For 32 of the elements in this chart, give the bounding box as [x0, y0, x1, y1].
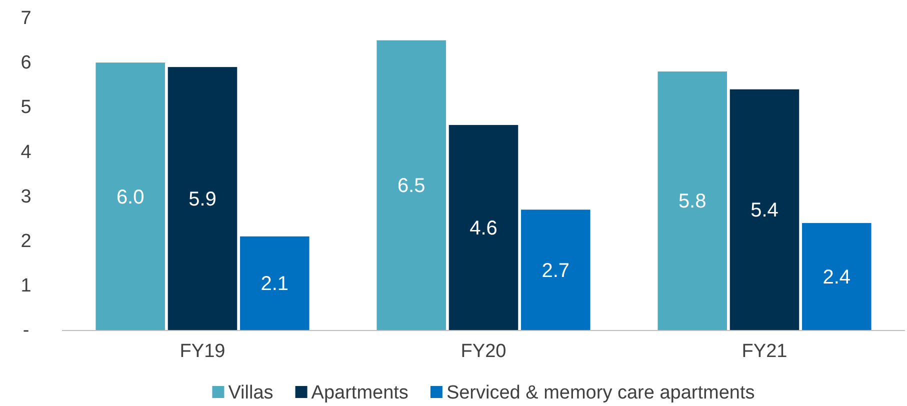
legend-label: Villas: [228, 382, 274, 404]
x-tick-label: FY21: [742, 340, 788, 362]
y-tick-label: 4: [20, 142, 32, 163]
y-tick-label: 3: [20, 186, 32, 208]
bar: [521, 210, 590, 330]
y-tick-label: 6: [20, 52, 32, 74]
bar: [240, 236, 310, 330]
data-label: 5.4: [750, 200, 778, 222]
y-tick-label: 1: [20, 276, 32, 297]
legend-label: Apartments: [311, 382, 408, 404]
bar: [802, 223, 872, 330]
data-label: 5.8: [678, 190, 706, 213]
data-label: 5.9: [188, 188, 216, 211]
data-label: 2.7: [542, 260, 570, 282]
legend-label: Serviced & memory care apartments: [446, 382, 755, 404]
y-tick-label: 5: [20, 97, 32, 118]
data-label: 2.4: [822, 266, 851, 289]
bar: [730, 89, 800, 330]
bar: [658, 71, 727, 330]
data-label: 4.6: [470, 217, 498, 240]
y-tick-label: 7: [20, 8, 32, 30]
bar: [168, 67, 238, 330]
bar: [96, 62, 165, 330]
y-tick-label: -: [22, 320, 30, 342]
data-label: 2.1: [260, 273, 289, 296]
data-label: 6.5: [397, 175, 426, 198]
x-tick-label: FY19: [180, 340, 226, 362]
x-tick-label: FY20: [460, 340, 506, 362]
bar: [376, 40, 446, 330]
bar: [448, 124, 518, 330]
data-label: 6.0: [116, 186, 144, 208]
y-tick-label: 2: [20, 230, 32, 252]
